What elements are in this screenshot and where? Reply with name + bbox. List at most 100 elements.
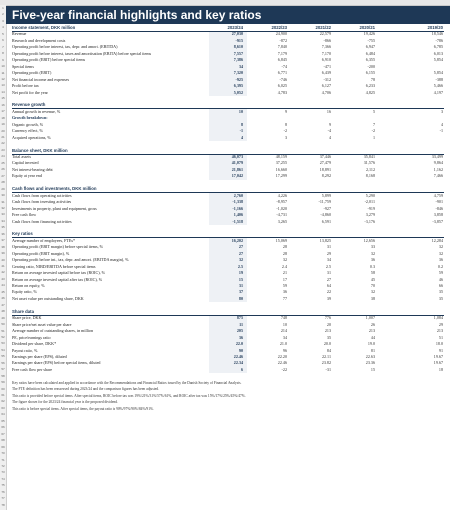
value-cell: 22.63	[365, 353, 375, 359]
row-label: Revenue	[12, 31, 27, 37]
value-cell: -1	[439, 128, 443, 134]
value-cell: 18,891	[319, 166, 331, 172]
value-cell: 17,299	[275, 173, 287, 179]
row-number: 35	[1, 225, 5, 230]
row-number: 48	[1, 309, 5, 314]
row-label: Special items	[12, 63, 34, 69]
value-cell: -925	[235, 76, 243, 82]
value-cell: 12,656	[363, 237, 375, 243]
value-cell: 213	[324, 328, 331, 334]
value-cell: 16,202	[231, 237, 243, 243]
value-cell: 6,395	[233, 83, 243, 89]
row-number: 65	[1, 418, 5, 423]
value-cell: 51	[438, 334, 443, 340]
value-cell: -919	[367, 205, 375, 211]
row-number: 39	[1, 251, 5, 256]
row-number: 25	[1, 160, 5, 165]
row-number: 17	[1, 109, 5, 114]
value-cell: 59	[438, 270, 443, 276]
value-cell: 4,825	[365, 89, 375, 95]
row-label: Earnings per share (EPS) before special …	[12, 360, 101, 366]
value-cell: 32	[282, 257, 287, 263]
row-label: Operating profit (EBIT) before special i…	[12, 57, 86, 63]
value-cell: 64	[326, 283, 331, 288]
value-cell: 2.5	[325, 263, 331, 269]
value-cell: 34	[282, 334, 287, 340]
row-number: 40	[1, 257, 5, 262]
value-cell: 7,386	[233, 57, 243, 63]
value-cell: 10	[238, 108, 243, 114]
value-cell: 5,854	[433, 70, 443, 76]
row-number: 69	[1, 444, 5, 449]
row-number: 55	[1, 354, 5, 359]
value-cell: -312	[323, 76, 331, 82]
value-cell: 7	[372, 121, 375, 127]
value-cell: 8,168	[365, 173, 375, 179]
value-cell: 78	[370, 76, 375, 82]
row-label: Return on average invested capital befor…	[12, 270, 106, 276]
value-cell: 6,439	[321, 70, 331, 76]
value-cell: 70	[370, 283, 375, 288]
value-cell: 5,052	[233, 89, 243, 95]
value-cell	[409, 64, 443, 70]
row-label: Share price, DKK	[12, 315, 42, 321]
value-cell: 22.20	[277, 353, 287, 359]
row-number: 67	[1, 431, 5, 436]
row-number: 24	[1, 154, 5, 159]
value-cell: 33,499	[431, 154, 443, 159]
value-cell: 46,073	[231, 154, 243, 159]
value-cell: 6,484	[365, 50, 375, 56]
title-banner	[6, 6, 450, 24]
row-label: Cash flows from investing activities	[12, 199, 72, 205]
value-cell: 6,910	[321, 57, 331, 63]
value-cell: 13,825	[319, 237, 331, 243]
row-number: 66	[1, 425, 5, 430]
value-cell: 10	[282, 321, 287, 327]
value-cell: 29	[326, 250, 331, 256]
value-cell: 8	[284, 121, 287, 127]
value-cell: 8,610	[233, 44, 243, 50]
value-cell: 6,845	[277, 57, 287, 63]
value-cell: 3,265	[277, 218, 287, 224]
current-year-shading	[209, 154, 247, 180]
value-cell: -2	[371, 128, 375, 134]
value-cell: 58	[370, 270, 375, 276]
row-label: Average number of employees, FTEs*	[12, 237, 76, 243]
row-number: 70	[1, 451, 5, 456]
row-label: Payout ratio, %	[12, 347, 38, 353]
row-label: Free cash flow per share	[12, 366, 53, 372]
value-cell: 3	[440, 108, 443, 114]
value-cell: -4	[327, 128, 331, 134]
row-number: 52	[1, 334, 5, 339]
row-number: 73	[1, 470, 5, 475]
value-cell: 19.67	[433, 360, 443, 366]
value-cell: 6	[240, 366, 243, 372]
row-label: Net interest-bearing debt	[12, 166, 53, 172]
row-number: 47	[1, 302, 5, 307]
column-header-strip	[0, 0, 450, 6]
row-number: 74	[1, 476, 5, 481]
value-cell: 1,406	[233, 212, 243, 218]
value-cell: 27,030	[231, 31, 243, 37]
row-number: 6	[2, 38, 4, 43]
value-cell: 9	[284, 108, 287, 114]
row-number: 4	[2, 25, 4, 30]
row-label: Gearing ratio, NIBD/EBITDA before specia…	[12, 263, 96, 269]
row-number: 45	[1, 289, 5, 294]
value-cell: 7,320	[233, 70, 243, 76]
value-cell: 6,591	[321, 218, 331, 224]
value-cell: 6,155	[365, 70, 375, 76]
value-cell: 6,785	[433, 44, 443, 50]
value-cell: 91	[438, 347, 443, 353]
row-label: Cash flows from financing activities	[12, 218, 72, 224]
value-cell: 18	[438, 366, 443, 372]
row-label: Research and development costs	[12, 37, 66, 43]
value-cell: 5,290	[365, 192, 375, 198]
value-cell: 21,861	[231, 166, 243, 172]
section-divider	[12, 108, 444, 110]
row-number: 42	[1, 270, 5, 275]
row-label: Capital invested	[12, 160, 39, 166]
row-label: Net financial income and expenses	[12, 76, 70, 82]
value-cell: 6,771	[277, 70, 287, 76]
value-cell	[253, 115, 287, 121]
